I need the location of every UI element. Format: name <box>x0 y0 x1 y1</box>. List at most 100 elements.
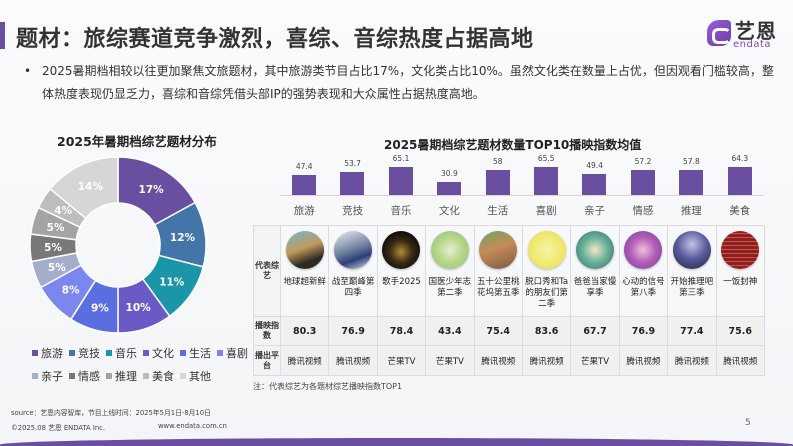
bar-chart: 47.4 53.7 65.1 30.9 58 65.5 49.4 57.2 57.8 64.3 <box>280 150 764 196</box>
show-poster-thumbnail <box>576 231 615 269</box>
legend-label: 音乐 <box>115 347 137 360</box>
bar-column: 64.3 <box>716 149 764 195</box>
show-cell: 五十公里桃花坞第五季 <box>473 225 523 317</box>
bar-category-label: 旅游 <box>293 205 315 217</box>
index-value: 78.4 <box>376 316 427 346</box>
table-row-index: 播映指数 80.3 76.9 78.4 43.4 75.4 83.6 67.7 76.9 77.… <box>253 316 765 346</box>
bar-category-label: 音乐 <box>390 205 412 217</box>
bar-column: 58 <box>474 149 522 195</box>
platform-value: 腾讯视频 <box>279 345 330 376</box>
legend-swatch-icon <box>32 350 38 356</box>
bar-column: 30.9 <box>425 149 473 195</box>
show-poster-thumbnail <box>479 231 518 269</box>
table-row-shows: 代表综艺 地球超新鲜 战至巅峰第四季 歌手2025 国医少年志第二季 五十公里桃花坞第五… <box>253 225 765 317</box>
legend-item: 音乐 <box>106 345 137 361</box>
show-name: 脱口秀和Ta的朋友们第二季 <box>525 277 569 309</box>
summary-bullet: • 2025暑期档相较以往更加聚焦文旅题材，其中旅游类节目占比17%，文化类占比… <box>24 60 776 106</box>
show-name: 地球超新鲜 <box>283 277 326 287</box>
page-title: 题材：旅综赛道竞争激烈，喜综、音综热度占据高地 <box>16 27 534 52</box>
legend-swatch-icon <box>180 373 186 379</box>
legend-item: 其他 <box>180 368 211 384</box>
donut-slice-label: 10% <box>126 302 152 314</box>
bar-生活 <box>485 170 510 195</box>
row-header-show: 代表综艺 <box>253 225 281 317</box>
bar-column: 53.7 <box>328 149 376 195</box>
legend-item: 生活 <box>180 345 211 361</box>
legend-item: 推理 <box>106 368 137 384</box>
legend-swatch-icon <box>143 350 149 356</box>
bar-美食 <box>727 167 752 195</box>
bar-column: 65.5 <box>522 149 570 195</box>
endata-logo: 艺恩 endata <box>707 17 787 51</box>
platform-value: 腾讯视频 <box>473 345 523 376</box>
bar-category-label: 喜剧 <box>535 205 557 217</box>
bar-chart-categories: 旅游 竞技 音乐 文化 生活 喜剧 亲子 情感 推理 美食 <box>280 203 764 218</box>
platform-value: 芒果TV <box>425 345 475 376</box>
platform-value: 腾讯视频 <box>328 345 378 376</box>
bar-category-label: 文化 <box>438 205 460 217</box>
bar-column: 57.8 <box>667 149 715 195</box>
bar-value-label: 53.7 <box>344 158 361 168</box>
bar-value-label: 65.1 <box>392 154 410 164</box>
row-header-platform: 播出平台 <box>253 345 281 376</box>
legend-label: 竞技 <box>78 347 100 360</box>
show-poster-thumbnail <box>382 231 421 269</box>
bar-推理 <box>679 170 704 195</box>
platform-value: 腾讯视频 <box>521 345 572 376</box>
show-poster-thumbnail <box>721 231 760 269</box>
bar-category-label: 亲子 <box>584 205 606 217</box>
show-cell: 地球超新鲜 <box>279 225 330 317</box>
bar-value-label: 47.4 <box>295 161 313 171</box>
bar-旅游 <box>292 174 316 195</box>
legend-label: 其他 <box>189 370 211 383</box>
index-value: 76.9 <box>328 316 378 346</box>
website-link[interactable]: www.endata.com.cn <box>158 422 227 430</box>
legend-swatch-icon <box>217 350 223 356</box>
legend-item: 旅游 <box>32 345 63 361</box>
bar-音乐 <box>388 167 413 195</box>
donut-slice-label: 4% <box>54 205 72 217</box>
page-number: 5 <box>745 418 751 428</box>
donut-chart: 17% 12% 11% 10% 9% 8% 5% 5% 5% 4% 14% <box>30 156 207 334</box>
legend-item: 情感 <box>69 368 100 384</box>
donut-slice-label: 8% <box>62 284 80 296</box>
bar-竞技 <box>340 171 365 195</box>
legend-item: 美食 <box>143 368 174 384</box>
index-value: 77.4 <box>667 316 717 346</box>
bar-category-label: 推理 <box>680 205 702 217</box>
legend-label: 亲子 <box>41 370 63 383</box>
donut-slice-label: 14% <box>78 181 104 193</box>
show-name: 国医少年志第二季 <box>428 277 472 298</box>
endata-logo-icon <box>707 20 731 46</box>
show-name: 心动的信号第八季 <box>622 277 665 298</box>
bar-value-label: 57.2 <box>634 157 652 167</box>
representative-shows-table: 代表综艺 地球超新鲜 战至巅峰第四季 歌手2025 国医少年志第二季 五十公里桃花坞第五… <box>253 225 765 376</box>
legend-item: 亲子 <box>32 368 63 384</box>
index-value: 75.4 <box>473 316 523 346</box>
donut-slice-label: 5% <box>44 242 62 254</box>
show-cell: 爸爸当家慢享季 <box>570 225 620 317</box>
bar-column: 49.4 <box>570 149 618 195</box>
bar-chart-title: 2025暑期档综艺题材数量TOP10播映指数均值 <box>384 138 642 152</box>
legend-swatch-icon <box>143 373 149 379</box>
show-name: 战至巅峰第四季 <box>331 277 375 298</box>
bar-喜剧 <box>534 166 558 195</box>
copyright-text: ©2025.08 艺恩 ENDATA Inc. <box>11 424 106 432</box>
bar-category-label: 生活 <box>487 205 509 217</box>
bar-value-label: 30.9 <box>441 168 458 178</box>
bar-value-label: 64.3 <box>731 154 749 164</box>
platform-value: 腾讯视频 <box>715 345 765 376</box>
bar-column: 47.4 <box>280 149 328 195</box>
bar-value-label: 58 <box>493 157 503 167</box>
legend-item: 竞技 <box>69 345 100 361</box>
donut-slice-label: 12% <box>170 232 196 244</box>
show-cell: 心动的信号第八季 <box>618 225 669 317</box>
title-accent-bar <box>0 22 5 49</box>
show-poster-thumbnail <box>527 231 566 269</box>
show-poster-thumbnail <box>672 231 711 269</box>
table-row-platform: 播出平台 腾讯视频 腾讯视频 芒果TV 芒果TV 腾讯视频 腾讯视频 芒果TV 腾讯视频 腾讯视… <box>253 345 765 376</box>
index-value: 80.3 <box>279 316 330 346</box>
legend-label: 喜剧 <box>226 347 248 360</box>
show-name: 一饭封神 <box>723 277 758 287</box>
